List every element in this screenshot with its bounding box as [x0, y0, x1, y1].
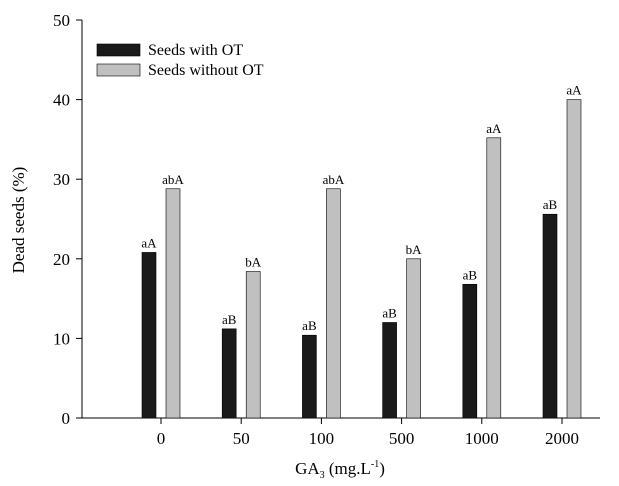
legend-label: Seeds without OT	[148, 62, 264, 79]
bar-annotation: abA	[162, 172, 184, 187]
x-tick-label: 50	[233, 429, 250, 448]
bar-annotation: aA	[486, 121, 502, 136]
bar	[406, 258, 421, 419]
bar	[221, 328, 237, 419]
bar-annotation: aB	[302, 318, 317, 333]
legend-label: Seeds with OT	[148, 42, 243, 59]
y-tick-label: 50	[53, 11, 70, 30]
bar-annotation: aB	[382, 305, 397, 320]
bar-annotation: aB	[463, 267, 478, 282]
bar	[302, 334, 317, 419]
bar	[245, 271, 261, 419]
x-tick-label: 1000	[465, 429, 499, 448]
y-tick-label: 30	[53, 170, 70, 189]
bar-annotation: bA	[406, 242, 423, 257]
x-axis-label: GA3 (mg.L-1)	[295, 459, 385, 481]
y-axis-label: Dead seeds (%)	[9, 167, 28, 274]
bar	[141, 252, 157, 419]
x-tick-label: 500	[389, 429, 415, 448]
bar-annotation: aB	[543, 197, 558, 212]
legend-swatch	[96, 63, 141, 77]
legend-swatch	[96, 43, 141, 57]
x-label-base: GA	[295, 459, 320, 478]
bar	[542, 213, 558, 419]
bar	[486, 137, 502, 419]
bar	[566, 99, 582, 419]
bar-annotation: abA	[323, 172, 345, 187]
x-tick-label: 2000	[545, 429, 579, 448]
bar-annotation: aB	[222, 312, 237, 327]
x-label-unit: (mg.L	[325, 459, 371, 478]
y-tick-label: 10	[53, 329, 70, 348]
x-label-close: )	[379, 459, 385, 478]
bar	[165, 188, 181, 419]
bar	[462, 283, 478, 419]
y-tick-label: 20	[53, 250, 70, 269]
x-label-sub: 3	[320, 470, 325, 481]
bar-annotation: aA	[141, 235, 157, 250]
x-tick-label: 0	[157, 429, 166, 448]
y-tick-label: 40	[53, 91, 70, 110]
x-label-sup: -1	[371, 459, 379, 470]
y-tick-label: 0	[62, 409, 71, 428]
bar-annotation: aA	[566, 83, 582, 98]
bar-annotation: bA	[245, 255, 262, 270]
bar	[382, 322, 397, 419]
bar	[326, 188, 341, 419]
x-tick-label: 100	[309, 429, 335, 448]
